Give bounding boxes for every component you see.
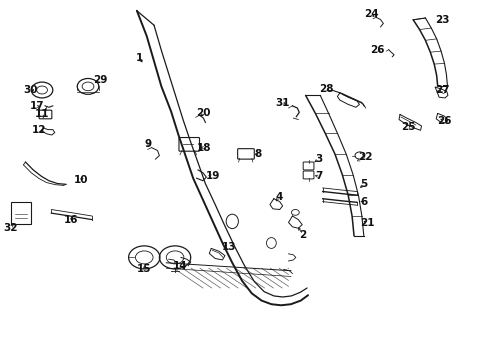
Text: 2: 2: [299, 230, 306, 240]
Text: 32: 32: [3, 222, 18, 233]
Text: 28: 28: [319, 84, 333, 94]
Text: 7: 7: [314, 171, 322, 181]
Text: 21: 21: [360, 218, 374, 228]
Text: 10: 10: [73, 175, 88, 185]
Text: 1: 1: [136, 53, 142, 63]
Text: 9: 9: [144, 139, 151, 149]
Text: 6: 6: [360, 197, 366, 207]
Text: 26: 26: [436, 116, 450, 126]
Text: 25: 25: [400, 122, 415, 132]
Text: 14: 14: [172, 261, 187, 271]
Text: 3: 3: [315, 154, 322, 164]
Text: 27: 27: [434, 85, 449, 95]
Text: 26: 26: [369, 45, 384, 55]
Text: 17: 17: [29, 101, 44, 111]
Text: 18: 18: [197, 143, 211, 153]
Bar: [11, 202, 31, 224]
Text: 15: 15: [137, 264, 151, 274]
Text: 16: 16: [63, 215, 78, 225]
Text: 23: 23: [434, 15, 449, 25]
Text: 24: 24: [364, 9, 378, 19]
Text: 30: 30: [23, 85, 38, 95]
Text: 11: 11: [34, 109, 49, 120]
Text: 22: 22: [358, 152, 372, 162]
Text: 4: 4: [274, 192, 282, 202]
Text: 8: 8: [254, 149, 261, 159]
Text: 5: 5: [360, 179, 366, 189]
Text: 20: 20: [195, 108, 210, 118]
Text: 12: 12: [32, 125, 46, 135]
Text: 29: 29: [93, 75, 107, 85]
Text: 19: 19: [205, 171, 220, 181]
Text: 13: 13: [221, 242, 236, 252]
Text: 31: 31: [275, 98, 289, 108]
